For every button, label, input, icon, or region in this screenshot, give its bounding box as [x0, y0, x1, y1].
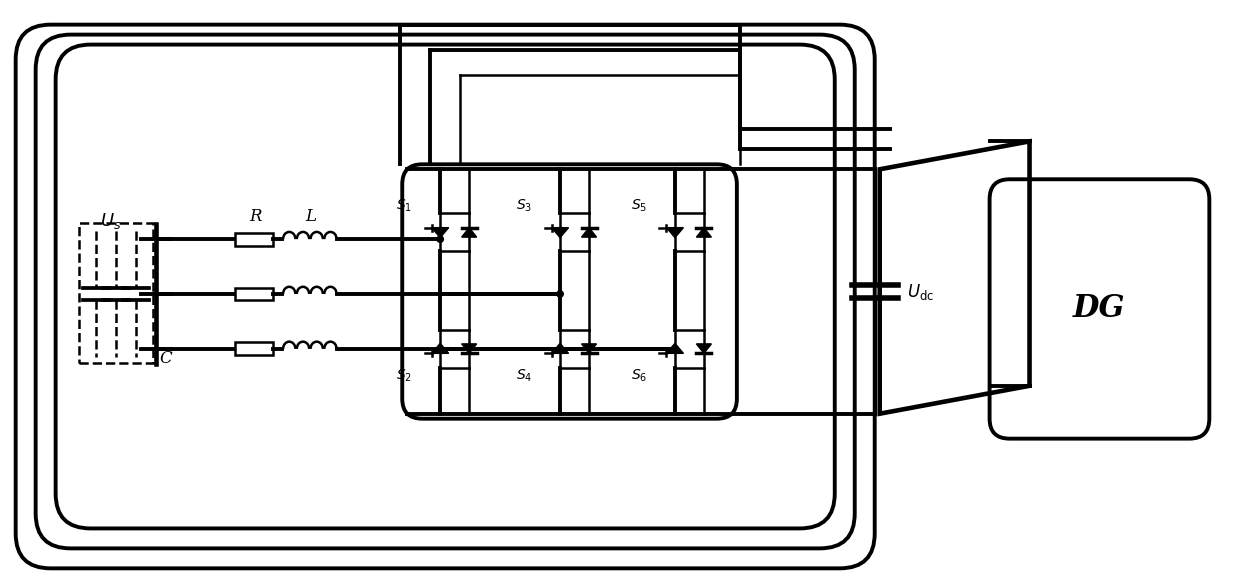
Circle shape [436, 236, 444, 242]
Polygon shape [582, 344, 596, 353]
Polygon shape [666, 343, 683, 353]
Text: L: L [305, 208, 316, 225]
Polygon shape [697, 344, 712, 353]
Polygon shape [552, 228, 569, 238]
Text: $S_5$: $S_5$ [631, 198, 647, 214]
Polygon shape [582, 228, 596, 237]
Bar [236, 232, 273, 246]
Text: DG: DG [1073, 293, 1126, 325]
Text: $U_s$: $U_s$ [100, 211, 122, 231]
Polygon shape [432, 343, 449, 353]
Circle shape [557, 291, 563, 297]
Polygon shape [552, 343, 569, 353]
Text: $S_2$: $S_2$ [397, 367, 412, 384]
Text: R: R [249, 208, 262, 225]
Text: C: C [159, 350, 172, 367]
Circle shape [672, 346, 678, 352]
Bar [78, 223, 153, 363]
Polygon shape [461, 344, 476, 353]
Text: $S_4$: $S_4$ [516, 367, 532, 384]
Text: $S_6$: $S_6$ [631, 367, 647, 384]
Polygon shape [432, 228, 449, 238]
Polygon shape [461, 228, 476, 237]
Polygon shape [697, 228, 712, 237]
Polygon shape [666, 228, 683, 238]
Text: $U_{\rm dc}$: $U_{\rm dc}$ [906, 281, 934, 301]
Bar [236, 342, 273, 355]
Bar [236, 287, 273, 301]
Text: $S_1$: $S_1$ [397, 198, 412, 214]
Text: $S_3$: $S_3$ [516, 198, 532, 214]
